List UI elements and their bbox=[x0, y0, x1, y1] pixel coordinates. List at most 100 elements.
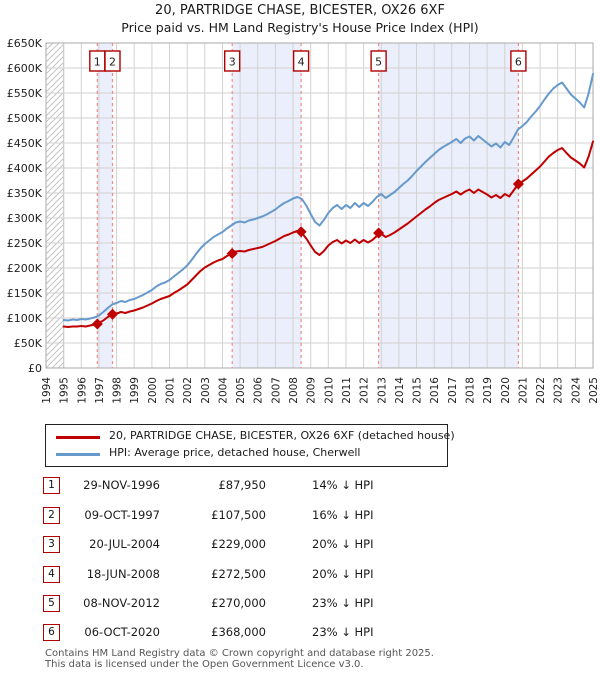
y-tick-label: £100K bbox=[7, 312, 43, 325]
y-tick-label: £150K bbox=[7, 287, 43, 300]
sale-point-marker bbox=[91, 318, 103, 330]
sale-date: 29-NOV-1996 bbox=[83, 478, 160, 492]
x-tick-label: 2020 bbox=[500, 377, 512, 404]
sale-date: 09-OCT-1997 bbox=[84, 508, 160, 522]
sale-number-box bbox=[370, 50, 387, 72]
sale-number-badge: 3 bbox=[43, 536, 60, 553]
legend-label: 20, PARTRIDGE CHASE, BICESTER, OX26 6XF … bbox=[109, 429, 455, 442]
sale-point-marker bbox=[107, 308, 118, 320]
sale-vs-hpi: 23% ↓ HPI bbox=[312, 596, 374, 610]
sale-table-row: 2 09-OCT-1997 £107,500 16% ↓ HPI bbox=[0, 507, 600, 525]
x-tick-label: 2024 bbox=[570, 377, 582, 404]
ownership-band bbox=[232, 43, 302, 368]
legend-item-hpi: HPI: Average price, detached house, Cher… bbox=[46, 445, 447, 462]
x-tick-label: 2009 bbox=[306, 377, 318, 404]
sale-number-label: 2 bbox=[109, 56, 116, 69]
x-tick-label: 2005 bbox=[235, 377, 247, 404]
copyright-line: Contains HM Land Registry data © Crown c… bbox=[45, 648, 434, 659]
ownership-band bbox=[378, 43, 519, 368]
sale-price: £107,500 bbox=[211, 508, 266, 522]
y-tick-label: £550K bbox=[7, 87, 43, 100]
sale-point-marker bbox=[226, 248, 238, 259]
x-tick-label: 2025 bbox=[588, 377, 600, 404]
x-tick-label: 2019 bbox=[482, 377, 494, 404]
sale-point-marker bbox=[295, 226, 307, 238]
y-tick-label: £500K bbox=[7, 112, 43, 125]
x-tick-label: 1997 bbox=[94, 377, 106, 404]
sale-table-row: 4 18-JUN-2008 £272,500 20% ↓ HPI bbox=[0, 566, 600, 584]
sale-vs-hpi: 16% ↓ HPI bbox=[312, 508, 374, 522]
sale-price: £368,000 bbox=[211, 625, 266, 639]
chart-legend: 20, PARTRIDGE CHASE, BICESTER, OX26 6XF … bbox=[45, 424, 455, 467]
y-tick-label: £250K bbox=[7, 237, 43, 250]
sale-number-label: 6 bbox=[515, 56, 522, 69]
y-tick-label: £600K bbox=[7, 62, 43, 75]
x-tick-label: 2013 bbox=[376, 377, 388, 404]
x-tick-label: 2003 bbox=[200, 377, 212, 404]
property-line-swatch bbox=[56, 436, 100, 439]
y-tick-label: £350K bbox=[7, 187, 43, 200]
sale-date: 20-JUL-2004 bbox=[89, 537, 160, 551]
sale-date: 08-NOV-2012 bbox=[83, 596, 160, 610]
page-subtitle: Price paid vs. HM Land Registry's House … bbox=[121, 20, 479, 35]
y-tick-label: £300K bbox=[7, 212, 43, 225]
y-tick-label: £200K bbox=[7, 262, 43, 275]
legend-item-property: 20, PARTRIDGE CHASE, BICESTER, OX26 6XF … bbox=[46, 428, 455, 445]
sale-number-label: 5 bbox=[375, 56, 382, 69]
x-tick-label: 2023 bbox=[553, 377, 565, 404]
sale-vs-hpi: 20% ↓ HPI bbox=[312, 537, 374, 551]
y-tick-label: £0 bbox=[28, 362, 42, 375]
sale-price: £270,000 bbox=[211, 596, 266, 610]
sale-number-badge: 6 bbox=[43, 624, 60, 641]
sale-table-row: 6 06-OCT-2020 £368,000 23% ↓ HPI bbox=[0, 624, 600, 642]
sale-number-badge: 4 bbox=[43, 566, 60, 583]
y-tick-label: £400K bbox=[7, 162, 43, 175]
hpi-line bbox=[62, 73, 594, 322]
no-data-hatch bbox=[46, 43, 64, 368]
sale-price: £87,950 bbox=[218, 478, 266, 492]
y-tick-label: £50K bbox=[14, 337, 43, 350]
sale-vs-hpi: 23% ↓ HPI bbox=[312, 625, 374, 639]
sale-table-row: 3 20-JUL-2004 £229,000 20% ↓ HPI bbox=[0, 536, 600, 554]
x-tick-label: 2010 bbox=[323, 377, 335, 404]
sale-number-label: 4 bbox=[298, 56, 305, 69]
x-tick-label: 2000 bbox=[147, 377, 159, 404]
x-tick-label: 2001 bbox=[165, 377, 177, 404]
x-tick-label: 2008 bbox=[288, 377, 300, 404]
x-tick-label: 2018 bbox=[465, 377, 477, 404]
x-tick-label: 1999 bbox=[129, 377, 141, 404]
sale-number-badge: 1 bbox=[43, 477, 60, 494]
sale-date: 18-JUN-2008 bbox=[86, 567, 160, 581]
ownership-band bbox=[97, 43, 113, 368]
x-tick-label: 2011 bbox=[341, 377, 353, 404]
x-tick-label: 2007 bbox=[270, 377, 282, 404]
x-tick-label: 2002 bbox=[182, 377, 194, 404]
property-price-line bbox=[62, 140, 594, 328]
legend-label: HPI: Average price, detached house, Cher… bbox=[109, 446, 361, 459]
sale-point-marker bbox=[512, 178, 524, 190]
x-tick-label: 2006 bbox=[253, 377, 265, 404]
x-tick-label: 2014 bbox=[394, 377, 406, 404]
sale-number-badge: 5 bbox=[43, 595, 60, 612]
y-tick-label: £650K bbox=[7, 37, 43, 50]
sale-number-box bbox=[292, 50, 310, 72]
x-tick-label: 2017 bbox=[447, 377, 459, 404]
x-tick-label: 2021 bbox=[517, 377, 529, 404]
sale-vs-hpi: 14% ↓ HPI bbox=[312, 478, 374, 492]
sale-number-label: 3 bbox=[229, 56, 236, 69]
licence-line: This data is licensed under the Open Gov… bbox=[45, 659, 364, 670]
sale-number-label: 1 bbox=[94, 56, 101, 69]
x-tick-label: 2015 bbox=[412, 377, 424, 404]
x-tick-label: 1994 bbox=[41, 377, 53, 404]
sale-table-row: 1 29-NOV-1996 £87,950 14% ↓ HPI bbox=[0, 477, 600, 495]
y-tick-label: £450K bbox=[7, 137, 43, 150]
sale-point-marker bbox=[373, 227, 385, 239]
hpi-line-swatch bbox=[56, 453, 100, 456]
sale-number-badge: 2 bbox=[43, 507, 60, 524]
sale-number-box bbox=[104, 50, 121, 72]
sale-date: 06-OCT-2020 bbox=[84, 625, 160, 639]
x-tick-label: 2012 bbox=[359, 377, 371, 404]
x-tick-label: 1998 bbox=[112, 377, 124, 404]
price-history-chart: 1 2 3 4 5 6 £0 £50K £100K £150K £200K £250K £300K £35… bbox=[7, 37, 600, 404]
